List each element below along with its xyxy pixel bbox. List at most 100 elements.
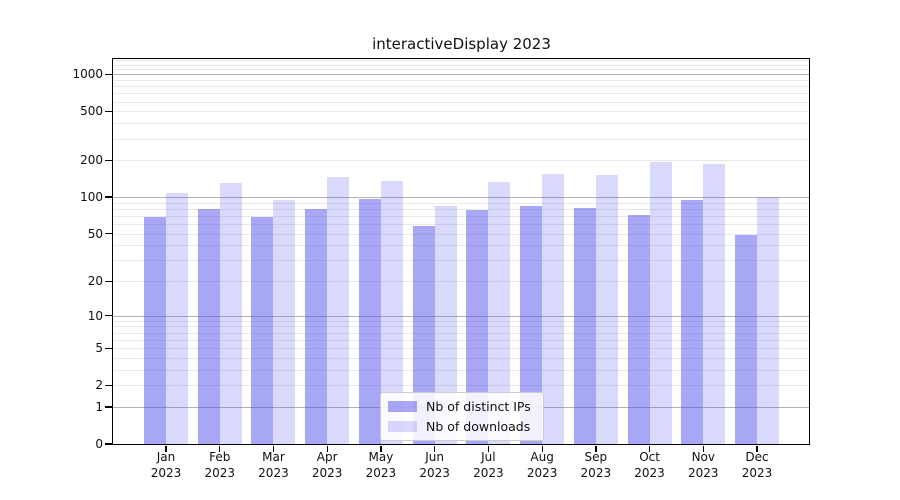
x-tick-label-line: 2023 xyxy=(526,465,558,480)
x-tick xyxy=(595,445,597,452)
legend: Nb of distinct IPs Nb of downloads xyxy=(380,392,544,441)
bar-downloads-Sep xyxy=(595,175,618,444)
x-tick-label: Dec 2023 xyxy=(725,450,789,481)
minor-gridline xyxy=(113,348,809,350)
y-tick xyxy=(105,110,112,113)
x-tick-label: Feb 2023 xyxy=(188,450,252,481)
x-tick-label-line: 2023 xyxy=(150,465,182,480)
y-tick-label: 500 xyxy=(80,104,103,119)
y-tick xyxy=(105,73,112,76)
x-tick-label-line: 2023 xyxy=(580,465,612,480)
legend-label-downloads: Nb of downloads xyxy=(426,419,531,434)
bar-downloads-Mar xyxy=(273,200,296,444)
x-tick xyxy=(219,445,221,452)
bar-downloads-Jul xyxy=(488,182,511,444)
minor-gridline xyxy=(113,64,809,66)
minor-gridline xyxy=(113,60,809,62)
bar-downloads-Jun xyxy=(434,206,457,444)
y-tick xyxy=(105,443,112,445)
y-tick-label: 100 xyxy=(80,190,103,205)
major-gridline xyxy=(113,315,809,317)
bar-distinct-ips-Feb xyxy=(197,208,220,444)
x-tick xyxy=(326,445,328,452)
minor-gridline xyxy=(113,245,809,247)
x-tick xyxy=(756,445,758,452)
x-tick-label-line: Apr xyxy=(316,450,338,464)
x-tick-label-line: 2023 xyxy=(419,465,450,480)
bar-downloads-Apr xyxy=(327,176,350,444)
bar-downloads-Oct xyxy=(649,162,672,444)
x-tick xyxy=(541,445,543,452)
bar-downloads-Nov xyxy=(703,164,726,444)
bar-distinct-ips-Jun xyxy=(412,225,435,444)
legend-swatch-distinct-ips xyxy=(388,401,417,412)
x-tick-label-line: Dec xyxy=(745,450,769,464)
x-tick-label-line: Feb xyxy=(209,450,231,464)
minor-gridline xyxy=(113,79,809,81)
bar-distinct-ips-Oct xyxy=(627,215,650,444)
minor-gridline xyxy=(113,160,809,162)
y-tick-label: 1000 xyxy=(72,67,103,82)
minor-gridline xyxy=(113,208,809,210)
y-tick-label: 2 xyxy=(95,378,103,393)
minor-gridline xyxy=(113,93,809,95)
y-tick-label: 0 xyxy=(95,437,103,451)
y-tick xyxy=(105,159,112,161)
x-tick-label-line: 2023 xyxy=(365,465,397,480)
y-tick xyxy=(105,406,112,408)
y-tick-label: 10 xyxy=(87,308,103,323)
legend-swatch-downloads xyxy=(388,421,417,432)
legend-item-distinct-ips: Nb of distinct IPs xyxy=(388,399,535,414)
x-tick xyxy=(648,445,651,452)
y-tick-label: 5 xyxy=(95,341,103,356)
minor-gridline xyxy=(113,86,809,88)
bar-downloads-Feb xyxy=(219,182,242,444)
minor-gridline xyxy=(113,332,809,334)
x-tick-label: Oct 2023 xyxy=(618,450,682,481)
minor-gridline xyxy=(113,69,809,71)
x-tick xyxy=(272,445,275,452)
x-tick-label: May 2023 xyxy=(349,450,413,481)
minor-gridline xyxy=(113,215,809,217)
minor-gridline xyxy=(113,281,809,283)
x-tick-label-line: Nov xyxy=(691,450,715,464)
bar-distinct-ips-Apr xyxy=(305,208,328,444)
bar-downloads-Jan xyxy=(166,192,188,444)
x-tick-label-line: Jul xyxy=(481,450,496,464)
x-tick-label-line: 2023 xyxy=(688,465,719,480)
y-tick-label: 50 xyxy=(87,226,103,241)
legend-item-downloads: Nb of downloads xyxy=(388,419,535,434)
bar-distinct-ips-Nov xyxy=(681,199,704,444)
x-tick-label-line: Jun xyxy=(425,450,445,464)
minor-gridline xyxy=(113,111,809,113)
minor-gridline xyxy=(113,224,809,226)
y-tick-label: 1 xyxy=(95,399,103,414)
y-tick xyxy=(105,315,112,317)
x-tick-label-line: Aug xyxy=(530,450,554,464)
x-tick xyxy=(487,445,490,452)
x-tick-label-line: 2023 xyxy=(473,465,504,480)
y-tick-label: 20 xyxy=(87,274,103,289)
x-tick xyxy=(702,445,704,452)
x-tick-label: Sep 2023 xyxy=(564,450,628,481)
bar-distinct-ips-Mar xyxy=(251,217,274,444)
y-tick-label: 200 xyxy=(80,153,103,168)
bar-downloads-May xyxy=(380,181,403,444)
x-tick-label: Mar 2023 xyxy=(241,450,305,481)
bar-downloads-Aug xyxy=(542,173,565,444)
x-tick-label-line: Sep xyxy=(584,450,608,464)
x-tick-label-line: 2023 xyxy=(204,465,235,480)
x-tick-label-line: Mar xyxy=(262,450,285,464)
y-tick xyxy=(105,347,112,349)
minor-gridline xyxy=(113,233,809,235)
bar-distinct-ips-Dec xyxy=(735,234,758,444)
x-tick-label-line: Jan xyxy=(156,450,176,464)
x-tick-label: Aug 2023 xyxy=(510,450,574,481)
major-gridline xyxy=(113,74,809,76)
minor-gridline xyxy=(113,138,809,140)
bar-distinct-ips-Jul xyxy=(466,210,489,444)
x-tick-label-line: May xyxy=(368,450,394,464)
minor-gridline xyxy=(113,260,809,262)
legend-label-distinct-ips: Nb of distinct IPs xyxy=(426,399,531,414)
